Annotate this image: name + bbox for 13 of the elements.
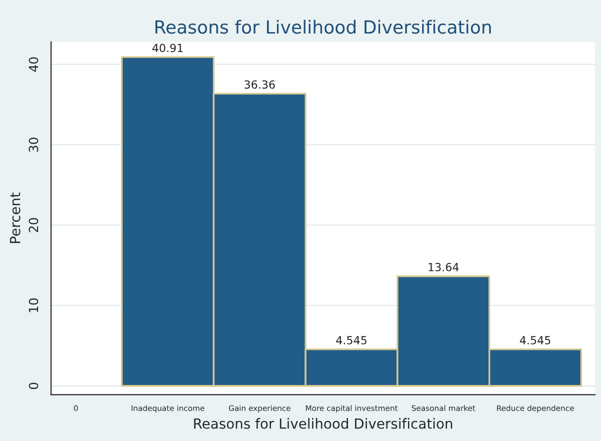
data-label: 13.64 xyxy=(428,262,459,272)
y-tick-label: 20 xyxy=(28,218,38,232)
data-label: 4.545 xyxy=(336,336,366,344)
chart-title: Reasons for Livelihood Diversification xyxy=(155,20,491,34)
y-tick-label: 0 xyxy=(28,382,38,390)
y-tick-label: 30 xyxy=(28,138,38,152)
data-label: 36.36 xyxy=(244,80,275,89)
y-tick-label: 10 xyxy=(28,298,38,312)
x-axis-title: Reasons for Livelihood Diversification xyxy=(194,418,452,429)
y-tick-label: 40 xyxy=(28,57,38,72)
data-label: 4.545 xyxy=(520,336,550,344)
data-label: 40.91 xyxy=(152,44,183,52)
y-axis-title: Percent xyxy=(10,192,20,244)
